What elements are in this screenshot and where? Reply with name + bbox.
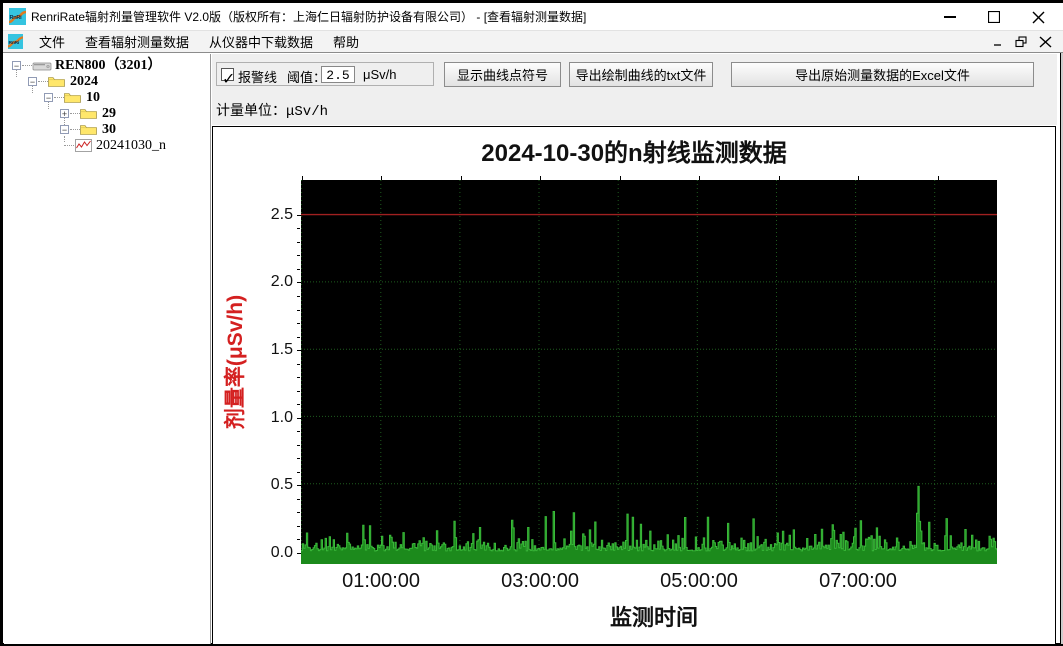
svg-text:RnRi: RnRi [8,40,19,46]
svg-text:RnRi: RnRi [10,15,23,21]
